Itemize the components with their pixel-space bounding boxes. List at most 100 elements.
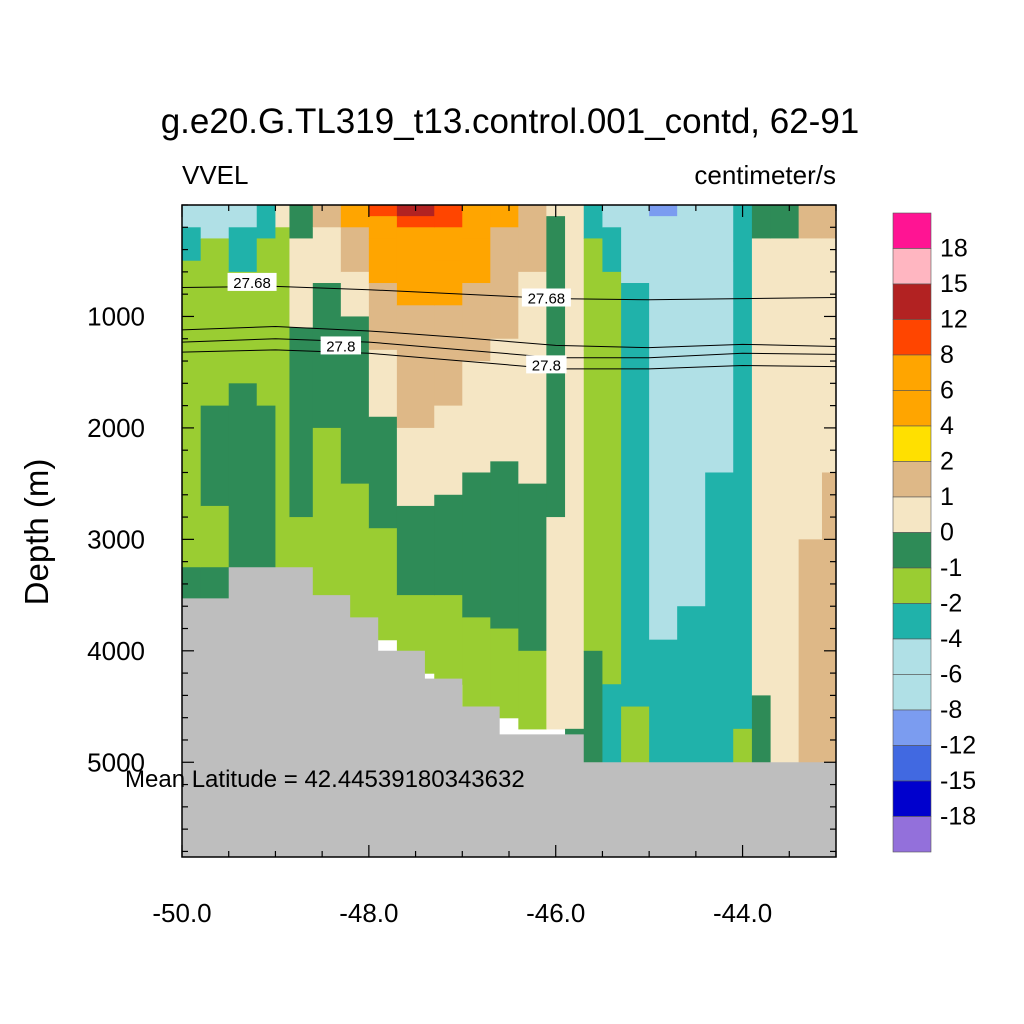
field-cell xyxy=(368,238,398,284)
field-cell xyxy=(649,260,678,641)
field-cell xyxy=(396,427,435,507)
colorbar-label: -6 xyxy=(940,661,962,689)
colorbar-swatch xyxy=(892,567,932,604)
field-cell xyxy=(705,472,734,763)
field-cell xyxy=(705,227,734,474)
field-cell xyxy=(368,283,398,351)
field-cell xyxy=(602,227,622,273)
field-cell xyxy=(602,271,622,685)
colorbar-swatch xyxy=(892,248,932,285)
field-cell xyxy=(518,483,547,652)
field-cell xyxy=(621,706,650,763)
field-cell xyxy=(518,271,547,485)
colorbar: 18 15 12 8 6 4 2 1 0 -1 -2 -4 -6 -8 -12 -15 -18 xyxy=(892,212,976,853)
field-cell xyxy=(200,505,230,568)
field-cell xyxy=(256,405,277,568)
field-cell xyxy=(200,405,230,507)
colorbar-label: 2 xyxy=(940,448,954,476)
field-cell xyxy=(462,617,491,708)
colorbar-swatch xyxy=(892,638,932,675)
x-axis: -50.0 -48.0 -46.0 -44.0 xyxy=(152,205,837,928)
field-cell xyxy=(368,416,398,529)
field-cell xyxy=(649,205,678,217)
field-cell xyxy=(368,349,398,418)
field-cell xyxy=(200,238,230,407)
colorbar-swatch xyxy=(892,425,932,462)
field-cell xyxy=(677,238,706,607)
contour-labels: 27.68 27.68 27.8 27.8 xyxy=(227,272,571,374)
field-cell xyxy=(733,728,753,763)
field-cell xyxy=(518,205,547,273)
field-cell xyxy=(275,227,291,574)
field-cell xyxy=(462,205,491,240)
field-cell xyxy=(649,639,678,763)
field-cell xyxy=(434,205,463,228)
field-cell xyxy=(821,238,836,474)
colorbar-swatch xyxy=(892,319,932,356)
field-cell xyxy=(462,238,491,284)
field-cell xyxy=(751,205,772,240)
colorbar-swatch xyxy=(892,780,932,817)
field-cell xyxy=(677,606,706,763)
field-cell xyxy=(462,283,491,362)
field-cell xyxy=(340,227,370,273)
colorbar-label: -8 xyxy=(940,696,962,724)
field-cell xyxy=(565,205,585,730)
units-label: centimeter/s xyxy=(694,160,836,190)
field-cell xyxy=(182,567,202,600)
y-tick-label: 4000 xyxy=(87,636,145,666)
field-cell xyxy=(312,205,342,228)
contour-label: 27.8 xyxy=(532,357,561,374)
field-cell xyxy=(649,216,678,262)
field-cell xyxy=(228,227,258,273)
field-cell xyxy=(434,260,463,306)
colorbar-swatch xyxy=(892,674,932,711)
contour-label-bg xyxy=(521,288,571,307)
field-cell xyxy=(490,461,519,630)
variable-label: VVEL xyxy=(182,160,249,190)
x-tick-label: -48.0 xyxy=(339,898,398,928)
field-cell xyxy=(798,539,823,763)
field-cell xyxy=(621,205,650,217)
field-cell xyxy=(621,283,650,351)
colorbar-label: -12 xyxy=(940,732,976,760)
field-cell xyxy=(583,205,604,240)
colorbar-label: 12 xyxy=(940,306,968,334)
field-cell xyxy=(490,628,519,719)
y-tick-label: 2000 xyxy=(87,413,145,443)
field-cell xyxy=(518,650,547,730)
colorbar-label: 6 xyxy=(940,377,954,405)
colorbar-label: 4 xyxy=(940,412,954,440)
field-cell xyxy=(182,260,202,568)
colorbar-label: -2 xyxy=(940,590,962,618)
field-cell xyxy=(228,205,258,228)
x-tick-label: -50.0 xyxy=(152,898,211,928)
colorbar-label: -1 xyxy=(940,554,962,582)
field-cell xyxy=(396,227,435,251)
colorbar-swatch xyxy=(892,354,932,391)
colorbar-swatch xyxy=(892,283,932,320)
colorbar-swatch xyxy=(892,212,932,249)
field-cell xyxy=(490,205,519,228)
field-cell xyxy=(289,238,314,329)
colorbar-swatch xyxy=(892,532,932,569)
contour-label-bg xyxy=(526,355,567,374)
colorbar-swatch xyxy=(892,816,932,853)
contour-label-bg xyxy=(320,336,362,355)
field-cell xyxy=(798,238,823,540)
field-cell xyxy=(256,238,277,407)
field-cell xyxy=(434,405,463,496)
field-cell xyxy=(462,472,491,618)
contour-line xyxy=(182,349,836,370)
field-cell xyxy=(396,216,435,228)
field-cell xyxy=(256,205,277,240)
y-axis-label: Depth (m) xyxy=(18,459,55,606)
colorbar-label: -18 xyxy=(940,803,976,831)
field-cell xyxy=(312,227,342,284)
seafloor xyxy=(182,567,836,857)
field-cell xyxy=(583,650,604,763)
field-cell xyxy=(228,383,258,568)
contour-line xyxy=(182,325,836,349)
mean-latitude-annotation: Mean Latitude = 42.44539180343632 xyxy=(125,766,525,793)
field-cell xyxy=(733,260,753,730)
